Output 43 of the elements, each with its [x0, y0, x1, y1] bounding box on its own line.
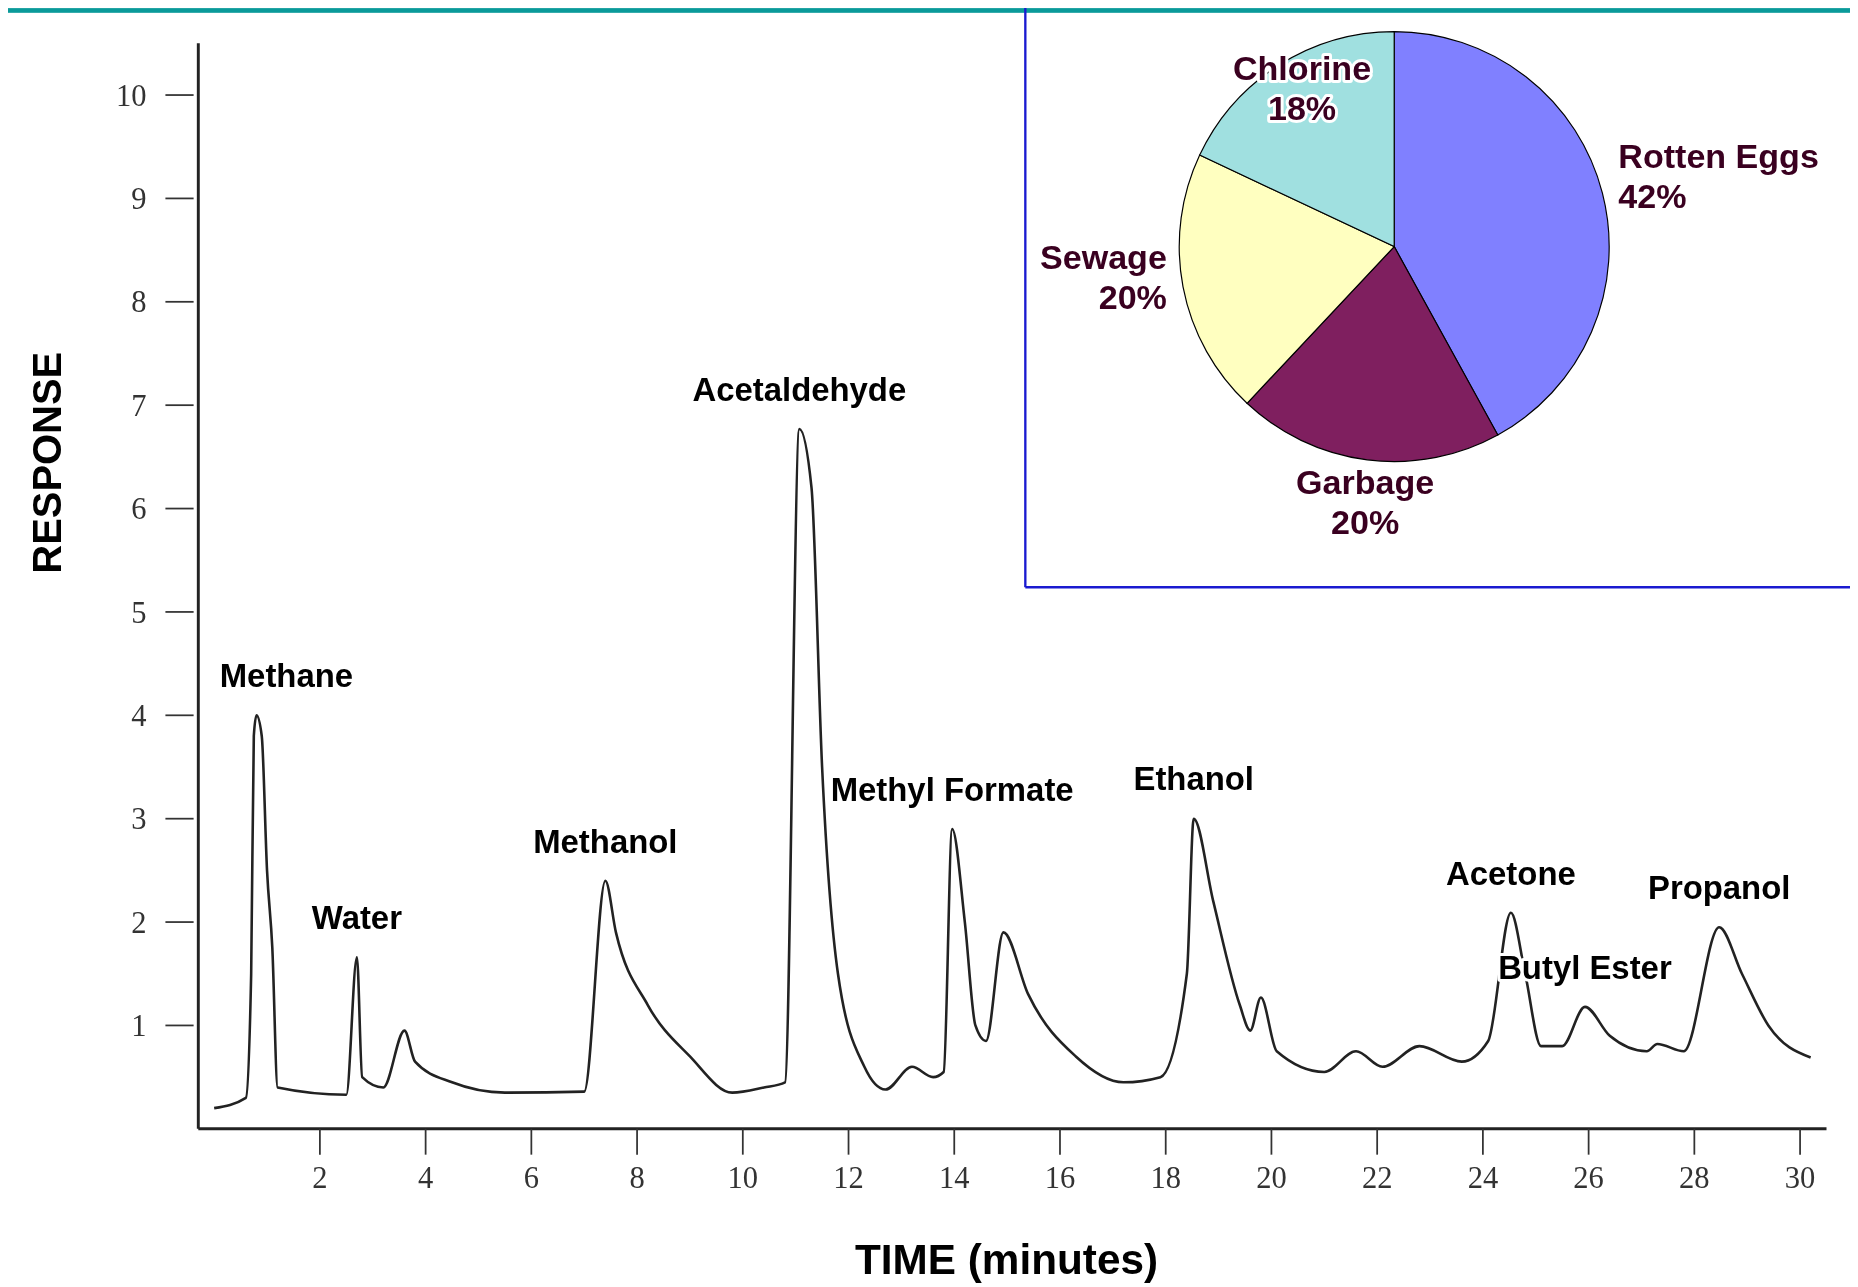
x-tick-label: 10 — [727, 1160, 759, 1195]
y-tick-label: 4 — [131, 699, 147, 733]
x-tick-label: 4 — [417, 1160, 434, 1195]
annotation: Propanol — [1647, 869, 1791, 907]
y-axis-title: RESPONSE — [24, 351, 69, 574]
y-tick-label: 7 — [131, 388, 147, 423]
x-tick-label: 20 — [1256, 1160, 1287, 1195]
annotation: Methyl Formate — [830, 770, 1074, 808]
x-tick-label: 6 — [523, 1160, 539, 1195]
data-label: 18% — [1267, 89, 1337, 128]
x-tick-label: 8 — [629, 1160, 645, 1195]
data-label: 42% — [1618, 176, 1687, 215]
annotation: Acetone — [1446, 854, 1576, 892]
x-tick-label: 16 — [1044, 1160, 1076, 1195]
x-tick-label: 28 — [1679, 1160, 1710, 1195]
y-tick-label: 3 — [131, 802, 147, 837]
x-tick-label: 30 — [1784, 1160, 1816, 1195]
slice-label: Rotten Eggs — [1618, 136, 1819, 175]
x-tick-label: 22 — [1361, 1160, 1393, 1195]
annotation: Acetaldehyde — [692, 370, 907, 408]
annotation: Ethanol — [1133, 760, 1254, 798]
data-label: 20% — [1098, 277, 1167, 316]
x-axis-title: TIME (minutes) — [855, 1236, 1159, 1284]
x-tick-label: 26 — [1573, 1160, 1604, 1195]
data-label: 20% — [1331, 502, 1400, 541]
y-tick-label: 5 — [131, 595, 147, 630]
y-tick-label: 9 — [131, 182, 147, 217]
annotation: Methanol — [533, 822, 678, 860]
y-tick-label: 2 — [131, 905, 147, 940]
y-tick-label: 10 — [116, 78, 147, 113]
slice-label: Sewage — [1040, 237, 1167, 276]
x-tick-label: 12 — [833, 1160, 864, 1195]
annotation: Water — [311, 899, 403, 937]
line-series — [212, 427, 1812, 1110]
x-tick-label: 2 — [312, 1160, 328, 1195]
x-tick-label: 14 — [938, 1160, 970, 1195]
x-tick-label: 24 — [1467, 1160, 1499, 1195]
y-tick-label: 1 — [131, 1009, 147, 1044]
x-tick-label: 18 — [1150, 1160, 1181, 1195]
slice-label: Garbage — [1296, 462, 1435, 501]
y-tick-label: 6 — [131, 492, 147, 527]
annotation: Methane — [219, 657, 354, 695]
y-tick-label: 8 — [131, 285, 147, 320]
